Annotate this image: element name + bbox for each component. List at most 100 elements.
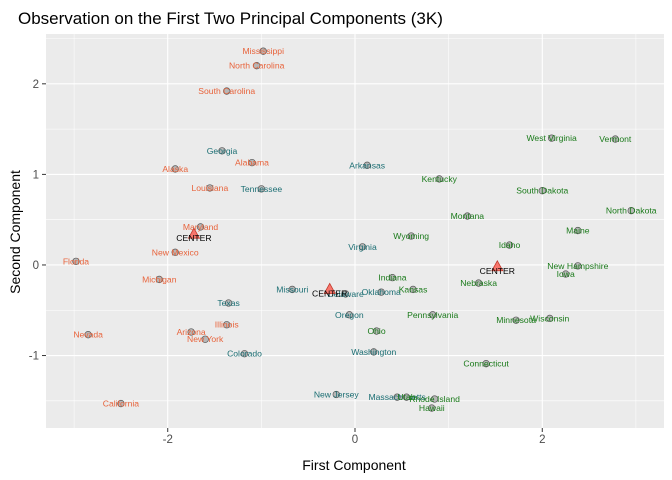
point-label: North Carolina — [229, 61, 285, 71]
data-point — [257, 185, 266, 193]
data-point — [474, 279, 483, 287]
data-point — [611, 135, 619, 143]
point-label: Maryland — [183, 222, 219, 232]
data-marks: Mississippi North Carolina South Carolina A… — [63, 46, 657, 413]
x-tick-label: 0 — [352, 434, 358, 446]
data-point — [248, 158, 256, 167]
point-label: Arizona — [177, 327, 206, 337]
y-axis-title: Second Component — [7, 170, 23, 294]
point-label: Delaware — [327, 289, 364, 299]
point-label: Florida — [63, 256, 89, 266]
data-point — [463, 212, 472, 220]
data-point — [201, 335, 209, 343]
point-label: Louisiana — [191, 183, 228, 193]
data-point — [341, 290, 350, 298]
point-label: Connecticut — [463, 359, 509, 369]
point-label: Alaska — [162, 164, 188, 174]
y-tick-label: 0 — [33, 260, 39, 272]
point-label: Idaho — [499, 240, 521, 250]
point-label: Missouri — [276, 284, 308, 294]
data-point — [505, 241, 514, 249]
data-point — [370, 348, 378, 356]
data-point — [512, 316, 520, 324]
point-label: Hawaii — [419, 403, 445, 413]
point-label: Pennsylvania — [407, 310, 458, 320]
x-tick-label: 2 — [539, 434, 545, 446]
data-point — [372, 327, 381, 335]
data-point — [409, 285, 417, 294]
point-label: Mississippi — [242, 46, 284, 56]
y-tick-label: -1 — [29, 351, 39, 363]
point-label: Virginia — [348, 242, 377, 252]
data-point — [223, 87, 231, 95]
point-label: Michigan — [142, 274, 177, 284]
data-point — [224, 299, 233, 307]
axis-ticks: -2 0 2 -1 0 1 2 — [29, 79, 546, 446]
point-label: Wyoming — [393, 231, 429, 241]
data-point — [402, 393, 411, 401]
data-point — [358, 243, 367, 251]
data-point — [562, 270, 570, 278]
point-label: South Carolina — [198, 86, 255, 96]
data-point — [259, 47, 267, 55]
data-point — [574, 262, 582, 270]
point-label: New Jersey — [314, 389, 360, 399]
point-label: Kentucky — [422, 174, 458, 184]
point-label: Massachusetts — [368, 392, 425, 402]
grid-lines — [46, 34, 664, 428]
point-label: Iowa — [557, 269, 575, 279]
point-label: Alabama — [235, 158, 269, 168]
point-label: Rhode Island — [409, 394, 460, 404]
point-label: Ohio — [367, 326, 385, 336]
x-tick-label: -2 — [163, 434, 173, 446]
point-label: Tennessee — [241, 184, 283, 194]
data-point — [187, 328, 195, 336]
point-label: Texas — [217, 298, 239, 308]
point-label: Nevada — [73, 330, 103, 340]
data-point — [345, 311, 354, 319]
data-point — [377, 288, 385, 296]
cluster-3: West Virginia Vermont Kentucky South Dakota… — [367, 133, 656, 413]
point-label: Georgia — [207, 146, 238, 156]
data-point — [288, 285, 296, 294]
point-label: New Hampshire — [547, 261, 608, 271]
point-label: Kansas — [399, 284, 428, 294]
point-label: Indiana — [378, 273, 406, 283]
center-marker — [491, 259, 504, 272]
data-point — [218, 147, 226, 155]
data-point — [430, 395, 439, 403]
point-label: Washington — [351, 347, 396, 357]
data-point — [253, 62, 261, 70]
point-label: Arkansas — [349, 160, 385, 170]
data-point — [171, 248, 179, 256]
cluster-1: Mississippi North Carolina South Carolina A… — [63, 46, 285, 408]
center-label: CENTER — [176, 233, 211, 243]
data-point — [482, 360, 490, 368]
point-label: Utah — [397, 392, 415, 402]
point-label: North Dakota — [606, 206, 657, 216]
data-point — [388, 273, 397, 282]
data-point — [574, 226, 582, 235]
y-tick-label: 2 — [33, 79, 39, 91]
data-point — [429, 311, 437, 319]
data-point — [72, 257, 80, 265]
data-point — [627, 206, 635, 215]
data-point — [538, 187, 546, 195]
point-label: Oregon — [335, 310, 364, 320]
data-point — [171, 165, 179, 173]
data-point — [155, 275, 163, 284]
point-label: Nebraska — [460, 278, 497, 288]
y-tick-label: 1 — [33, 169, 39, 181]
center-label: CENTER — [480, 266, 515, 276]
data-point — [407, 232, 415, 240]
data-point — [117, 399, 125, 408]
point-label: Minnesota — [496, 315, 536, 325]
center-marker — [187, 227, 201, 239]
data-point — [435, 175, 443, 183]
x-axis-title: First Component — [302, 457, 406, 473]
point-label: New Mexico — [152, 247, 199, 257]
center-marker — [323, 282, 336, 294]
data-point — [428, 404, 436, 412]
data-point — [223, 321, 231, 329]
